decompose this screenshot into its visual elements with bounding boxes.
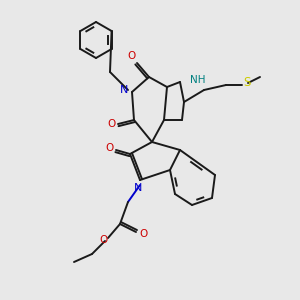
Text: O: O <box>107 119 115 129</box>
Text: O: O <box>105 143 113 153</box>
Text: N: N <box>120 85 128 95</box>
Text: N: N <box>134 183 142 193</box>
Text: O: O <box>128 51 136 61</box>
Text: O: O <box>139 229 147 239</box>
Text: NH: NH <box>190 75 206 85</box>
Text: O: O <box>99 235 107 245</box>
Text: S: S <box>243 76 251 88</box>
